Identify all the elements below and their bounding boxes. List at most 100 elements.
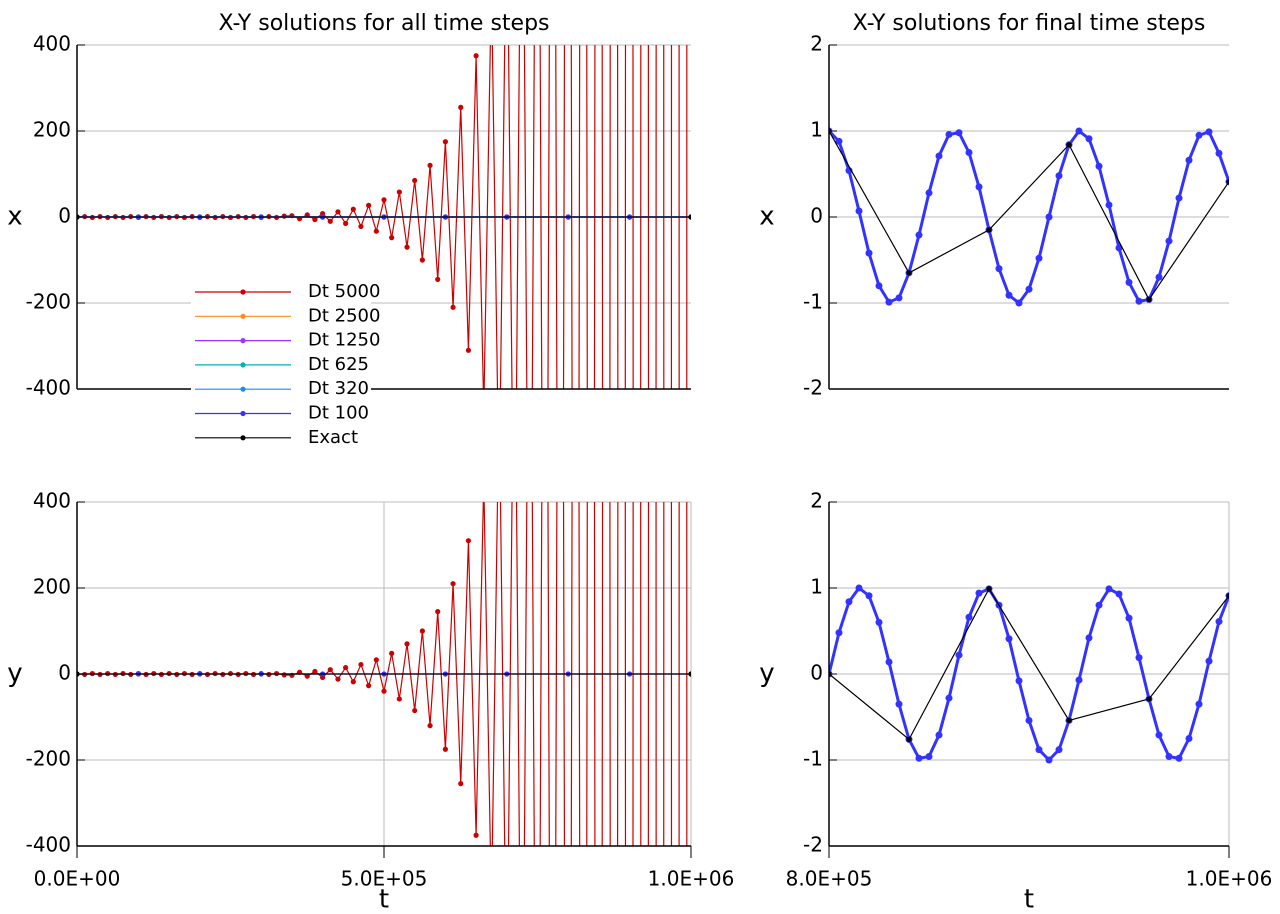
series-marker — [373, 657, 379, 663]
series-marker — [1055, 172, 1063, 180]
series-marker — [465, 347, 472, 353]
series-marker — [688, 214, 691, 220]
x-axis-label: t — [1024, 885, 1034, 914]
series-marker — [895, 294, 903, 302]
series-marker — [935, 731, 943, 739]
series-marker — [1215, 618, 1223, 626]
series-marker — [335, 209, 341, 215]
series-marker — [906, 736, 912, 742]
y-tick-label: 1 — [810, 118, 823, 142]
series-marker — [381, 688, 387, 694]
legend-label: Dt 5000 — [308, 281, 380, 302]
legend-label: Dt 1250 — [308, 330, 380, 351]
series-marker — [381, 197, 387, 203]
series-marker — [845, 598, 853, 606]
series-marker — [450, 581, 456, 587]
series-marker — [915, 754, 923, 762]
series-marker — [1226, 179, 1229, 185]
series-marker — [396, 189, 402, 195]
series-marker — [1125, 614, 1133, 622]
legend-marker — [240, 435, 246, 441]
series-marker — [975, 589, 983, 597]
series-marker — [1055, 746, 1063, 754]
legend-label: Dt 625 — [308, 354, 369, 375]
legend-marker — [240, 362, 246, 368]
series-marker — [458, 781, 464, 787]
y-tick-label: -200 — [26, 290, 71, 314]
y-tick-label: -2 — [803, 833, 823, 857]
series-line — [829, 130, 1229, 301]
x-tick-label: 0.0E+00 — [34, 867, 121, 891]
chart-title: X-Y solutions for final time steps — [853, 11, 1206, 36]
plot-series — [77, 45, 691, 413]
series-marker — [373, 228, 379, 234]
y-axis-label: x — [7, 202, 22, 232]
series-marker — [442, 139, 448, 145]
series-marker — [1205, 128, 1213, 136]
x-tick-label: 1.0E+06 — [648, 867, 735, 891]
y-tick-label: 0 — [58, 661, 71, 685]
series-marker — [865, 592, 873, 600]
series-marker — [1066, 142, 1072, 148]
series-marker — [885, 298, 893, 306]
series-marker — [955, 129, 963, 137]
series-marker — [965, 149, 973, 156]
y-tick-label: -1 — [803, 290, 823, 314]
series-marker — [1025, 285, 1033, 293]
series-marker — [835, 137, 843, 145]
series-marker — [1135, 297, 1143, 305]
y-tick-label: 200 — [33, 575, 71, 599]
y-tick-label: 1 — [810, 575, 823, 599]
series-marker — [1125, 278, 1133, 286]
series-marker — [895, 700, 903, 708]
series-marker — [1185, 156, 1193, 164]
series-marker — [925, 753, 933, 761]
series-marker — [281, 213, 287, 219]
y-tick-label: 400 — [33, 32, 71, 56]
series-marker — [473, 53, 479, 59]
y-axis-label: y — [7, 659, 22, 689]
series-marker — [1045, 756, 1053, 764]
series-marker — [1155, 731, 1163, 739]
series-marker — [1135, 654, 1143, 662]
x-tick-label: 8.0E+05 — [786, 867, 873, 891]
y-tick-label: -200 — [26, 747, 71, 771]
series-marker — [350, 679, 356, 685]
y-tick-label: -1 — [803, 747, 823, 771]
series-marker — [835, 629, 843, 637]
series-marker — [1175, 194, 1183, 202]
series-marker — [1075, 676, 1083, 684]
series-marker — [327, 218, 333, 224]
series-marker — [1195, 700, 1203, 708]
series-marker — [995, 265, 1003, 273]
legend-label: Dt 2500 — [308, 305, 380, 326]
series-marker — [473, 832, 479, 838]
series-marker — [1105, 201, 1113, 209]
series-marker — [389, 235, 395, 241]
x-tick-label: 1.0E+06 — [1186, 867, 1273, 891]
series-marker — [481, 478, 486, 483]
series-marker — [358, 661, 364, 668]
series-marker — [1095, 162, 1103, 170]
y-tick-label: 0 — [810, 661, 823, 685]
series-marker — [1035, 254, 1043, 262]
series-marker — [1045, 213, 1053, 221]
series-marker — [442, 746, 448, 752]
series-marker — [885, 658, 893, 666]
y-tick-label: 0 — [58, 204, 71, 228]
series-marker — [481, 408, 486, 413]
chart-title: X-Y solutions for all time steps — [219, 11, 550, 36]
series-marker — [1175, 754, 1183, 762]
series-marker — [281, 672, 287, 678]
series-marker — [1025, 716, 1033, 724]
series-marker — [1205, 657, 1213, 665]
plot-series — [77, 478, 691, 846]
plot-series — [829, 127, 1229, 307]
series-marker — [304, 212, 310, 218]
series-marker — [1195, 131, 1203, 139]
series-marker — [358, 223, 364, 230]
series-marker — [304, 673, 310, 679]
legend-marker — [240, 289, 246, 295]
series-marker — [1226, 593, 1229, 599]
